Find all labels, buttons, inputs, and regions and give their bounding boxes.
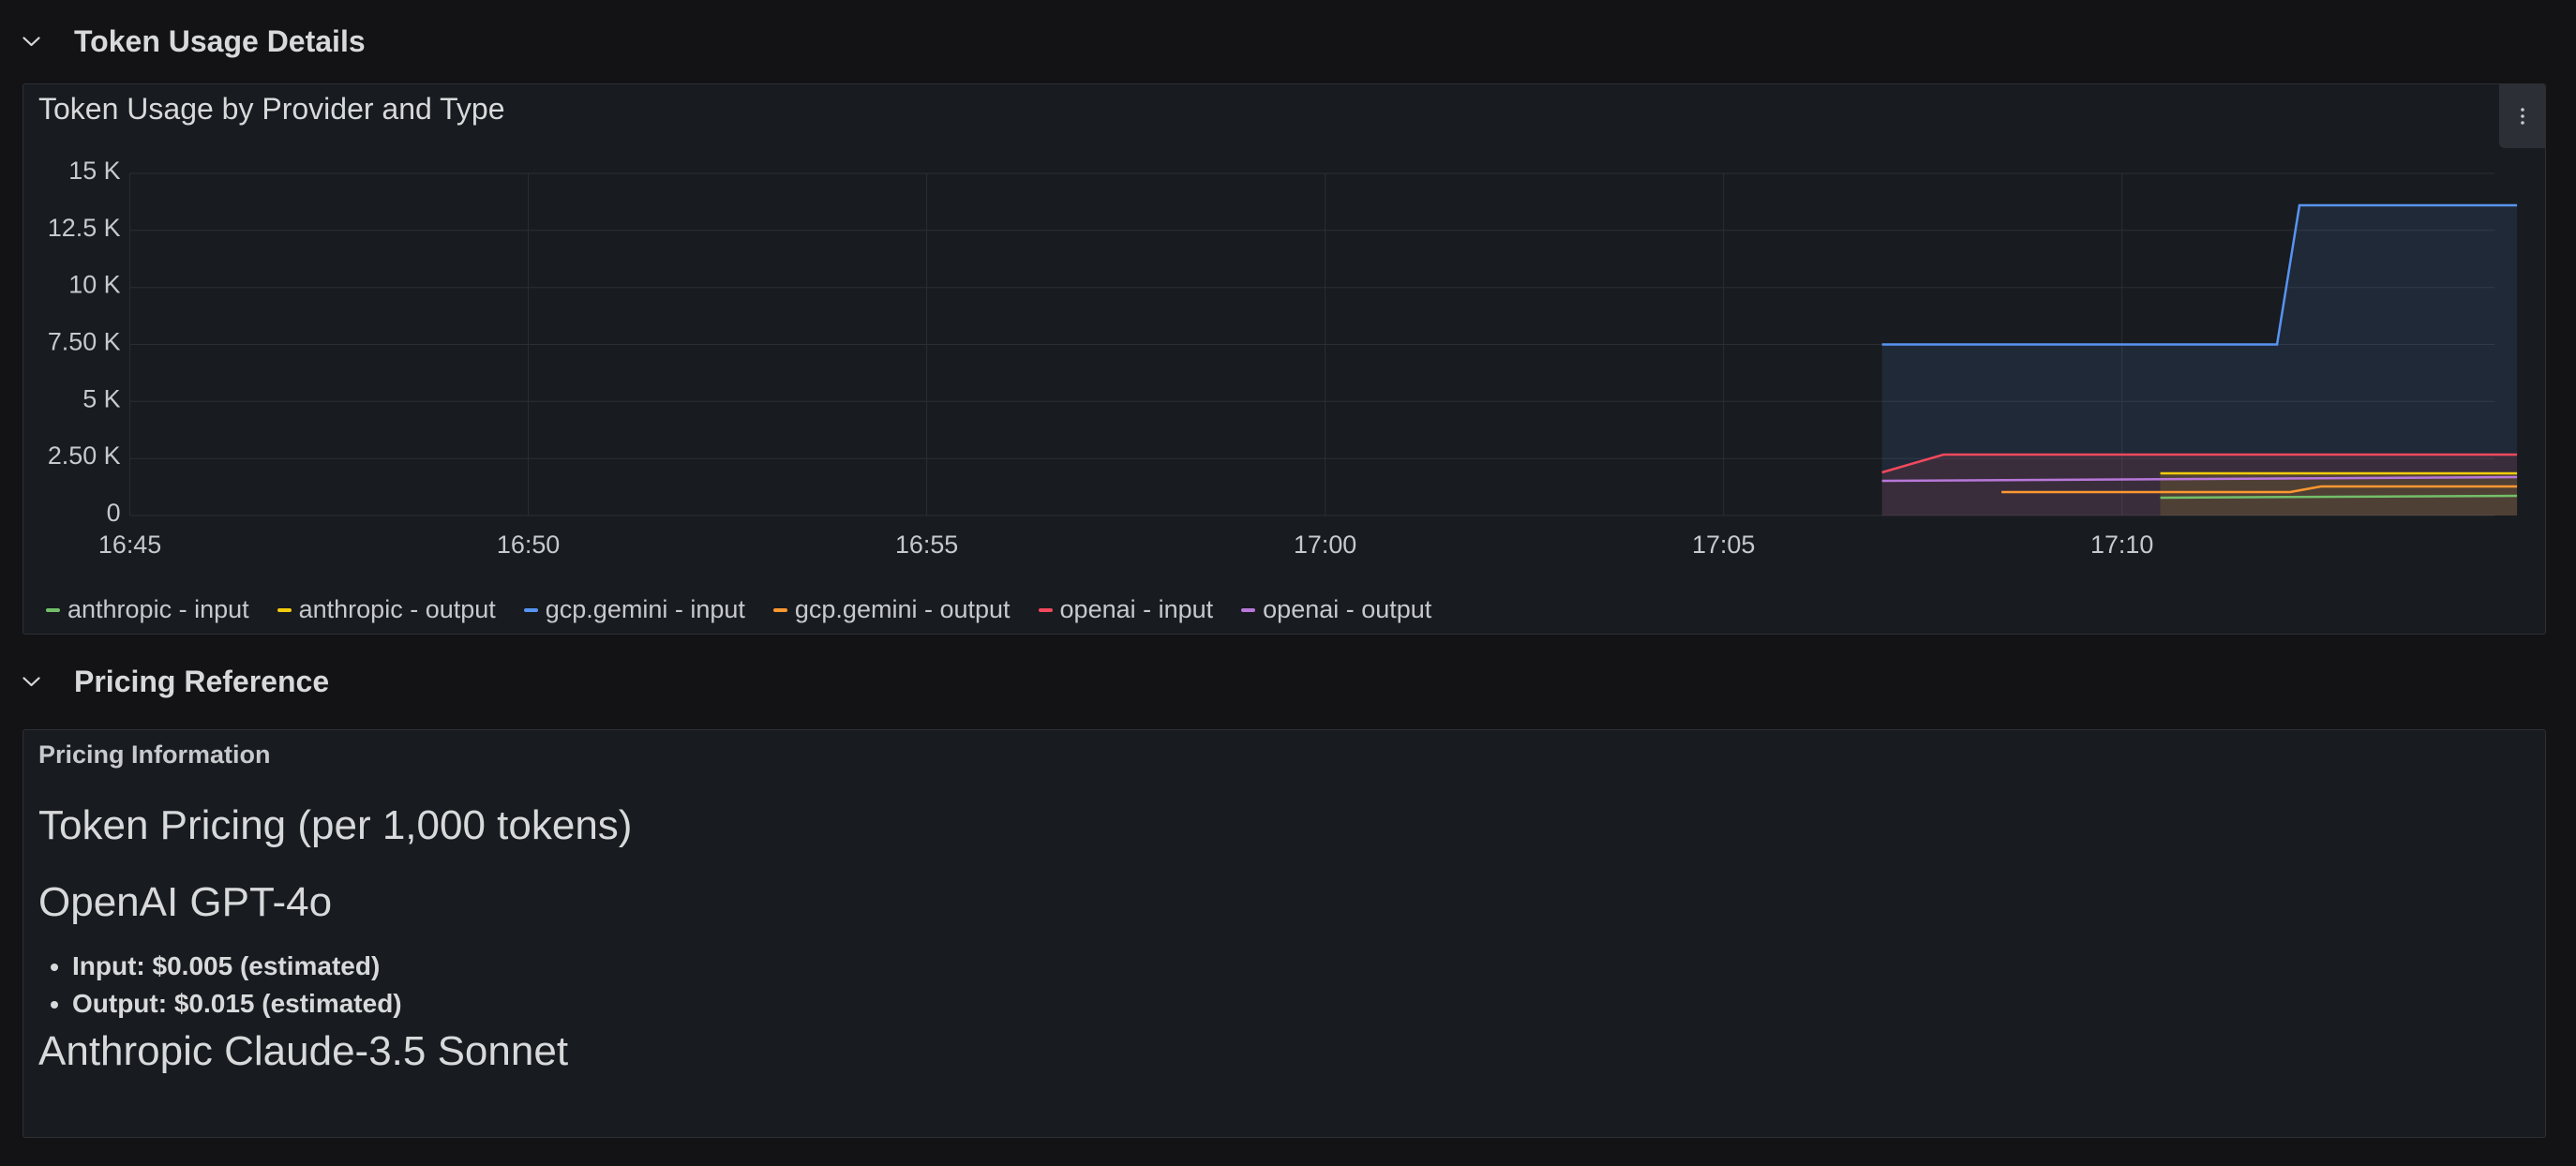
svg-text:5 K: 5 K: [82, 384, 120, 412]
svg-text:10 K: 10 K: [68, 271, 120, 299]
svg-text:17:05: 17:05: [1692, 531, 1755, 559]
svg-text:16:55: 16:55: [895, 531, 958, 559]
svg-text:16:50: 16:50: [497, 531, 560, 559]
svg-text:17:10: 17:10: [2090, 531, 2153, 559]
svg-text:16:45: 16:45: [98, 531, 161, 559]
svg-text:17:00: 17:00: [1294, 531, 1356, 559]
svg-text:15 K: 15 K: [68, 157, 120, 185]
svg-text:7.50 K: 7.50 K: [48, 327, 121, 355]
svg-text:2.50 K: 2.50 K: [48, 441, 121, 470]
svg-text:0: 0: [107, 499, 121, 527]
svg-text:12.5 K: 12.5 K: [48, 214, 121, 242]
